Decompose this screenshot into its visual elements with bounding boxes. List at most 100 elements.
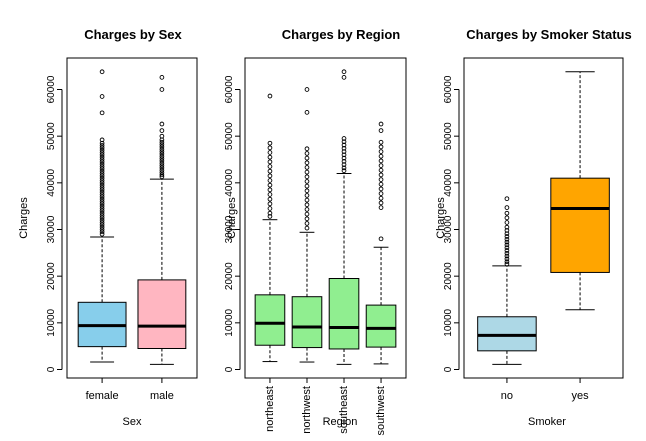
outlier-point [504,248,510,253]
y-tick-label: 50000 [224,122,235,150]
outlier-point [504,231,510,237]
iqr-box [254,294,286,346]
outlier-point [267,154,273,160]
box-southeast [328,69,360,365]
outlier-point [304,87,310,92]
outlier-point [378,121,384,127]
outlier-point [99,201,105,207]
panel-charges-by-sex: Charges by Sex 0 10000 20000 30000 40000 50000… [18,27,198,428]
outlier-point [159,163,165,168]
outlier-point [99,175,105,181]
outlier-point [341,75,347,80]
outlier-point [159,151,165,157]
x-tick-label: southeast [338,386,350,434]
outlier-point [267,178,273,183]
outlier-point [99,147,105,153]
outlier-point [304,221,310,226]
box-male [137,75,187,365]
outlier-point [99,222,105,228]
x-tick-label: northeast [264,386,276,432]
y-tick-label: 10000 [443,308,454,336]
outlier-point [378,128,384,133]
outlier-point [341,149,347,154]
outlier-point [504,242,510,248]
outlier-point [304,155,310,161]
outlier-point [504,196,510,202]
outlier-point [341,165,347,171]
outlier-point [304,188,310,194]
outlier-point [99,220,105,225]
outlier-point [99,208,105,214]
outlier-point [99,199,105,204]
outlier-point [504,215,510,221]
outlier-point [99,137,105,143]
outlier-point [99,194,105,200]
outlier-point [159,160,165,166]
outlier-point [99,227,105,232]
outlier-point [99,140,105,146]
outlier-point [304,211,310,217]
outlier-point [99,69,105,75]
outlier-point [99,110,105,116]
x-tick-label: yes [572,390,590,402]
outlier-point [378,181,384,187]
outlier-point [341,142,347,148]
outlier-point [304,169,310,175]
outlier-point [159,146,165,152]
outlier-point [378,149,384,154]
outlier-point [504,256,510,262]
box-female [77,69,127,363]
y-tick-label: 40000 [46,168,57,196]
y-tick-label: 0 [443,366,454,372]
y-axis-label: Charges [226,197,238,239]
outlier-point [341,155,347,161]
box-northeast [254,93,286,363]
outlier-point [99,229,105,235]
x-tick-label: southwest [375,386,387,436]
x-tick-label: female [86,390,119,402]
outlier-point [159,165,165,171]
outlier-point [341,168,347,174]
y-tick-label: 0 [46,366,57,372]
outlier-point [304,151,310,156]
panel-charges-by-region: Charges by Region 0 10000 20000 30000 40000 50… [224,27,407,436]
outlier-point [99,157,105,162]
outlier-point [304,197,310,203]
outlier-point [378,191,384,196]
outlier-point [159,128,165,133]
iqr-box [137,279,187,349]
outlier-point [378,177,384,182]
outlier-point [304,110,310,115]
outlier-point [504,220,510,225]
outlier-point [99,161,105,167]
outlier-point [504,245,510,251]
outlier-point [99,164,105,169]
outlier-point [99,166,105,172]
panel-charges-by-smoker: Charges by Smoker Status 0 10000 20000 30000… [435,27,632,428]
outlier-point [99,178,105,183]
y-tick-label: 60000 [224,75,235,103]
x-tick-label: male [150,390,174,402]
outlier-point [267,196,273,202]
outlier-point [267,173,273,179]
x-tick-label: northwest [301,386,313,434]
outlier-point [159,144,165,150]
outlier-point [159,139,165,145]
y-tick-label: 30000 [443,215,454,243]
y-tick-label: 60000 [443,75,454,103]
outlier-point [304,174,310,180]
outlier-point [99,143,105,148]
outlier-point [99,171,105,176]
outlier-point [267,150,273,155]
outlier-point [504,228,510,233]
outlier-point [99,203,105,209]
outlier-point [304,207,310,212]
y-axis-label: Charges [435,197,447,239]
outlier-point [378,153,384,159]
outlier-point [378,139,384,145]
outlier-point [99,173,105,179]
outlier-point [378,205,384,210]
outlier-point [378,200,384,206]
y-axis-label: Charges [18,197,30,239]
